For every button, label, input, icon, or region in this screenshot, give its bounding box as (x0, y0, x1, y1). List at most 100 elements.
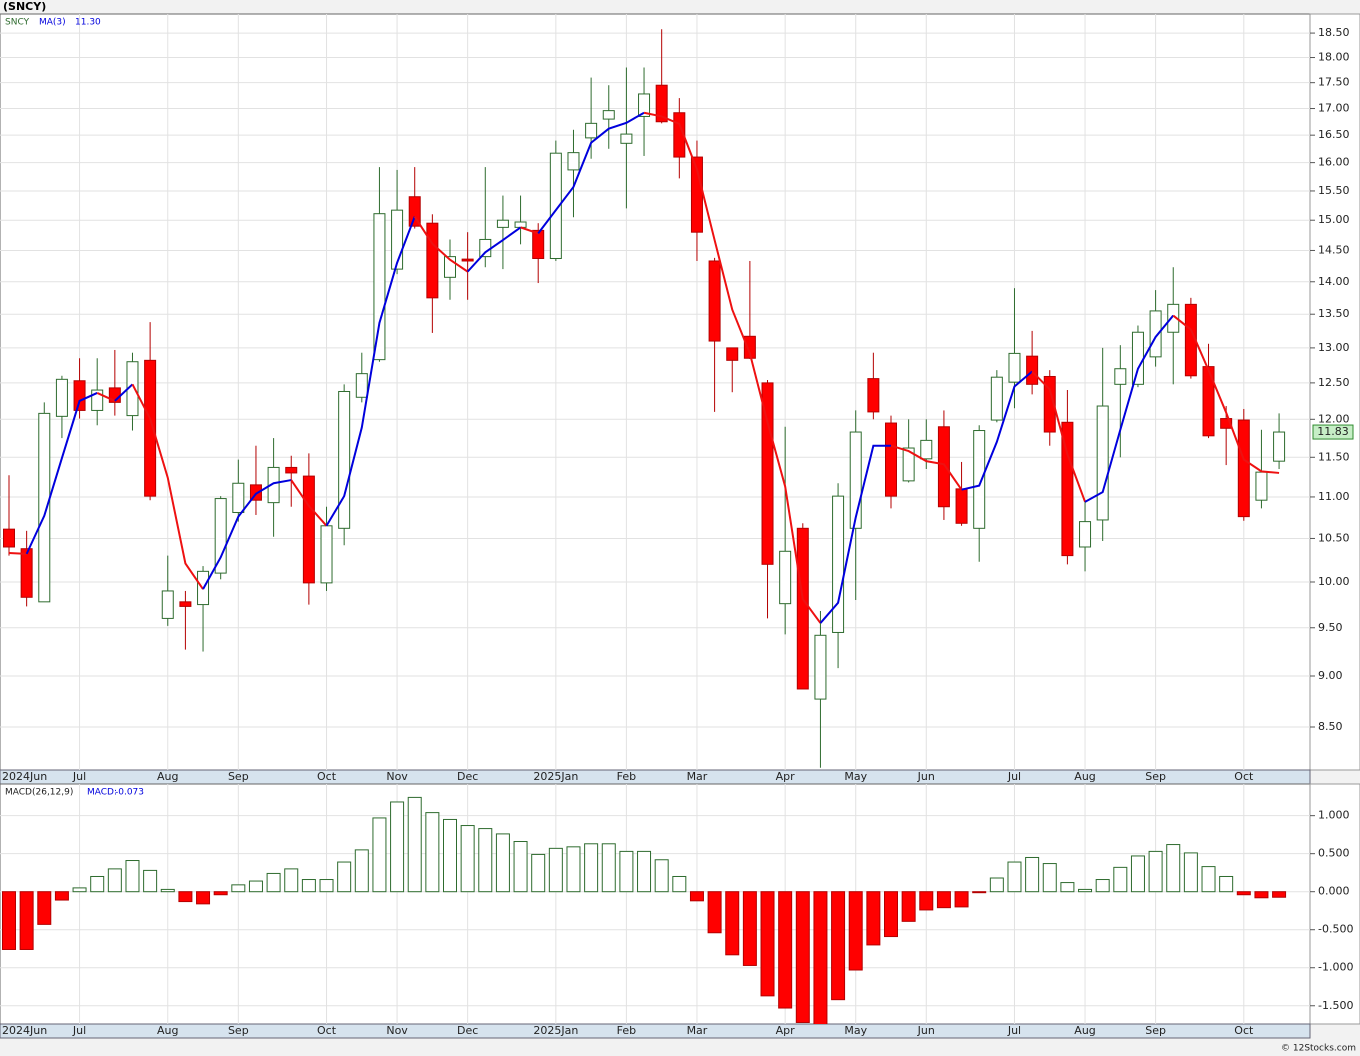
x-tick-label: Jun (917, 1024, 935, 1037)
macd-bar (831, 891, 846, 1001)
y-tick-label: 11.00 (1318, 490, 1350, 503)
macd-bar (266, 872, 281, 893)
price-grid (0, 14, 1310, 770)
x-tick-label: 2024Jun (2, 1024, 47, 1037)
candle-body (38, 412, 51, 603)
last-price: 11.83 (1317, 425, 1349, 438)
y-tick-label: -0.500 (1318, 923, 1353, 936)
macd-bar (354, 849, 369, 893)
moving-average (961, 370, 1033, 491)
x-tick-label: Mar (687, 1024, 708, 1037)
macd-bar (1007, 861, 1022, 893)
y-tick-label: 0.000 (1318, 885, 1350, 898)
macd-bar (1130, 855, 1145, 893)
x-tick-label: Sep (1145, 770, 1166, 783)
macd-bar (1219, 875, 1234, 893)
y-tick-label: 13.50 (1318, 307, 1350, 320)
macd-bar (443, 818, 457, 893)
macd-bar (213, 891, 228, 896)
moving-average (1172, 314, 1280, 474)
y-tick-label: -1.500 (1318, 999, 1353, 1012)
y-tick-label: 9.00 (1318, 669, 1343, 682)
y-tick-label: 12.00 (1318, 412, 1350, 425)
y-tick-label: 1.000 (1318, 809, 1350, 822)
macd-bar (1148, 850, 1163, 893)
moving-average (466, 226, 522, 273)
chart-title: (SNCY) (3, 0, 46, 13)
candle-body (1114, 368, 1127, 385)
candle-body (285, 466, 298, 474)
y-tick-label: 15.50 (1318, 184, 1350, 197)
moving-average (819, 444, 891, 624)
candle-body (1167, 303, 1180, 333)
candle-body (214, 498, 227, 574)
y-tick-label: 0.500 (1318, 847, 1350, 860)
candle-body (1008, 352, 1021, 383)
legend-ma-value: 11.30 (75, 18, 101, 28)
macd-bar (425, 812, 440, 893)
y-tick-label: 14.00 (1318, 275, 1350, 288)
x-tick-label: Sep (1145, 1024, 1166, 1037)
candle-body (426, 222, 439, 299)
x-tick-label: Mar (687, 770, 708, 783)
macd-bar (160, 888, 175, 893)
macd-bar (778, 891, 793, 1009)
macd-bar (19, 891, 34, 950)
candle-body (3, 528, 15, 548)
macd-bar (919, 891, 934, 911)
footer: © 12Stocks.com (1281, 1044, 1356, 1054)
candle-body (391, 209, 404, 270)
macd-bar (619, 850, 634, 893)
month-strip (0, 769, 1311, 785)
macd-bar (1254, 891, 1269, 899)
legend-ma: MA(3) (39, 18, 66, 28)
candle-body (902, 447, 915, 482)
y-tick-label: 13.00 (1318, 341, 1350, 354)
candle-body (885, 422, 897, 497)
moving-average (890, 444, 963, 491)
x-tick-label: 2025Jan (533, 1024, 578, 1037)
x-tick-label: Jul (72, 1024, 86, 1037)
y-tick-label: 16.50 (1318, 128, 1350, 141)
candle-body (320, 525, 333, 584)
macd-bar (1201, 866, 1216, 893)
macd-bar (495, 833, 510, 893)
macd-bar (37, 891, 52, 925)
macd-bar (372, 817, 387, 893)
y-tick-label: 15.00 (1318, 213, 1350, 226)
candle-body (179, 601, 192, 607)
macd-bar (2, 891, 16, 950)
candle-body (779, 550, 792, 605)
macd-bar (1113, 866, 1128, 893)
candles (3, 29, 1286, 768)
macd-bar (513, 841, 528, 893)
x-tick-label: Jun (917, 770, 935, 783)
candle-body (620, 133, 633, 144)
moving-average (114, 383, 134, 402)
y-tick-label: 10.00 (1318, 575, 1350, 588)
candle-body (1043, 375, 1056, 433)
candle-body (920, 439, 933, 460)
x-tick-label: May (844, 1024, 867, 1037)
macd-bar (407, 796, 422, 893)
candle-body (990, 376, 1003, 421)
moving-average (202, 479, 292, 590)
candle-body (496, 219, 509, 228)
macd-bar (760, 891, 775, 997)
macd-plot-area (0, 783, 1311, 1025)
x-tick-label: Oct (317, 770, 337, 783)
candle-body (73, 380, 86, 411)
macd-bar (390, 801, 405, 893)
candle-body (743, 335, 756, 359)
macd-bar (531, 853, 546, 893)
candle-body (302, 475, 315, 584)
candle-body (91, 389, 104, 411)
candle-body (1061, 421, 1074, 557)
macd-bar (1272, 891, 1287, 898)
candle-body (1220, 418, 1233, 429)
moving-average (325, 216, 416, 527)
macd-bar (1236, 891, 1251, 896)
legend-macd-value: -0.073 (115, 788, 144, 798)
macd-bar (196, 891, 211, 905)
